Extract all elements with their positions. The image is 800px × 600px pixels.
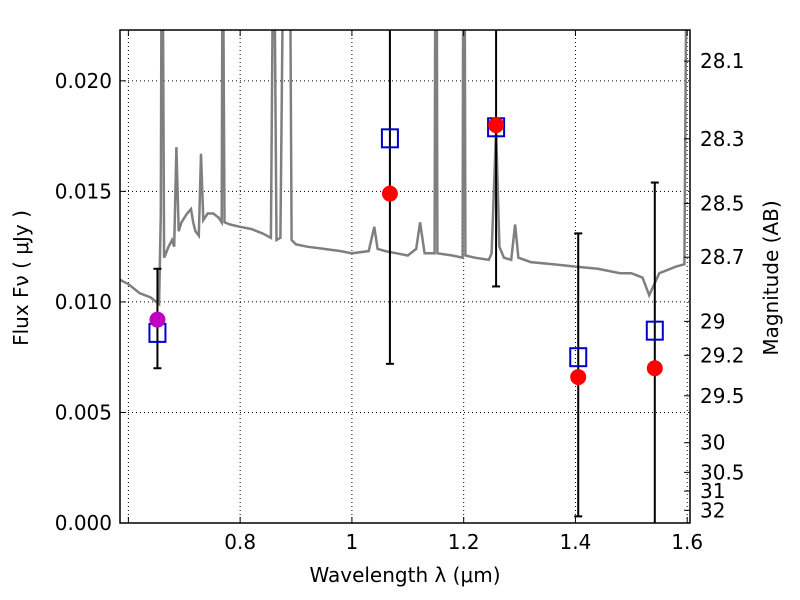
right-tick-label: 28.1 xyxy=(700,49,745,73)
y-tick-label: 0.000 xyxy=(55,511,112,535)
right-tick-label: 28.3 xyxy=(700,127,745,151)
right-tick-label: 29 xyxy=(700,309,725,333)
model-squares xyxy=(148,117,664,368)
x-axis-label: Wavelength λ (μm) xyxy=(309,563,500,587)
observed-point-marker xyxy=(488,117,505,134)
plot-area xyxy=(120,30,688,523)
model-square-marker xyxy=(569,347,588,368)
right-tick-label: 28.5 xyxy=(700,191,745,215)
observed-point-marker xyxy=(381,185,398,202)
x-tick-label: 1.2 xyxy=(448,530,480,554)
x-axis-ticks: 0.8 1 1.2 1.4 1.6 xyxy=(127,30,703,554)
model-square-marker xyxy=(380,128,399,149)
right-tick-label: 29.5 xyxy=(700,384,745,408)
right-axis-label: Magnitude (AB) xyxy=(759,200,783,355)
x-tick-label: 0.8 xyxy=(224,530,256,554)
y-tick-label: 0.005 xyxy=(55,400,112,424)
error-bars xyxy=(153,30,659,523)
grid-lines xyxy=(120,30,690,524)
right-tick-label: 30 xyxy=(700,431,725,455)
right-tick-label: 32 xyxy=(700,498,725,522)
y-tick-label: 0.020 xyxy=(55,69,112,93)
spectrum-line xyxy=(120,30,688,307)
plot-frame xyxy=(119,29,691,524)
x-tick-label: 1.4 xyxy=(560,530,592,554)
right-tick-label: 29.2 xyxy=(700,343,745,367)
observed-point-marker xyxy=(646,360,663,377)
right-tick-label: 31 xyxy=(700,479,725,503)
y-tick-label: 0.010 xyxy=(55,290,112,314)
model-square-marker xyxy=(645,320,664,341)
observed-point-marker xyxy=(570,369,587,386)
x-tick-label: 1 xyxy=(346,530,359,554)
right-tick-label: 28.7 xyxy=(700,245,745,269)
y-tick-label: 0.015 xyxy=(55,179,112,203)
observed-point-marker xyxy=(149,311,166,328)
observed-points xyxy=(149,117,663,386)
y-axis-ticks: 0.000 0.005 0.010 0.015 0.020 xyxy=(55,69,126,535)
y-axis-label: Flux Fν ( μJy ) xyxy=(9,210,33,346)
x-tick-label: 1.6 xyxy=(671,530,703,554)
right-tick-label: 30.5 xyxy=(700,460,745,484)
